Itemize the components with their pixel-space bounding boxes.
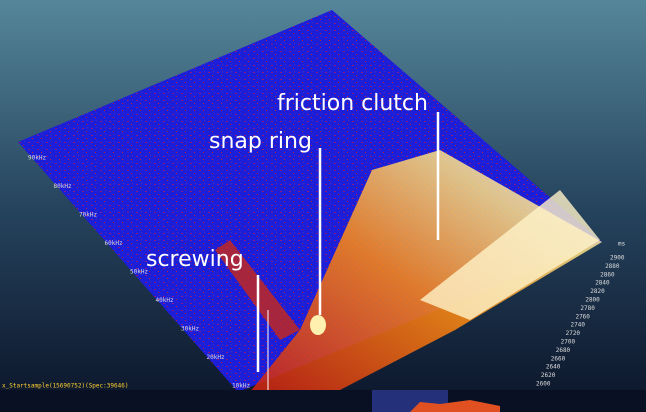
frequency-tick-label: 50kHz	[130, 269, 148, 276]
frequency-tick-label: 30kHz	[181, 326, 199, 333]
time-tick-label: 2740	[571, 322, 586, 329]
annotation: snap ring	[209, 129, 312, 154]
spectrogram-view: friction clutch snap ring screwing ms x_…	[0, 0, 646, 412]
annotation: friction clutch	[277, 91, 428, 116]
time-tick-label: 2820	[590, 288, 605, 295]
time-tick-label: 2860	[600, 271, 615, 278]
time-tick-label: 2660	[551, 355, 566, 362]
time-tick-label: 2680	[556, 347, 571, 354]
time-tick-label: 2600	[536, 381, 551, 388]
time-tick-label: 2900	[610, 255, 625, 262]
time-tick-label: 2800	[585, 297, 600, 304]
status-text: x_Startsample(15690752)(Spec:39646)	[2, 383, 128, 390]
time-tick-label: 2700	[561, 339, 576, 346]
time-tick-label: 2640	[546, 364, 561, 371]
snap-ring-peak	[310, 315, 326, 335]
frequency-tick-label: 20kHz	[207, 354, 225, 361]
time-tick-label: 2880	[605, 263, 620, 270]
screen: friction clutch snap ring screwing ms x_…	[0, 0, 646, 412]
time-tick-label: 2840	[595, 280, 610, 287]
frequency-tick-label: 40kHz	[156, 297, 174, 304]
frequency-tick-label: 10kHz	[232, 383, 250, 390]
time-tick-label: 2720	[566, 330, 581, 337]
frequency-tick-label: 70kHz	[79, 212, 97, 219]
time-tick-label: 2620	[541, 372, 556, 379]
frequency-tick-label: 60kHz	[105, 240, 123, 247]
time-unit: ms	[618, 241, 626, 248]
status-bar	[0, 390, 646, 412]
time-tick-label: 2760	[575, 313, 590, 320]
frequency-tick-label: 80kHz	[54, 183, 72, 190]
annotation: screwing	[146, 247, 244, 272]
frequency-tick-label: 90kHz	[28, 155, 46, 162]
time-tick-label: 2780	[580, 305, 595, 312]
